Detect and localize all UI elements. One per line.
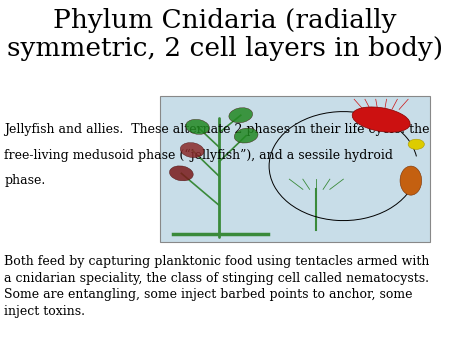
Text: phase.: phase. — [4, 174, 46, 187]
Ellipse shape — [400, 166, 422, 195]
Ellipse shape — [234, 128, 258, 143]
Ellipse shape — [229, 108, 252, 123]
Ellipse shape — [408, 139, 424, 149]
Ellipse shape — [180, 143, 204, 158]
Ellipse shape — [170, 166, 193, 181]
Ellipse shape — [186, 119, 209, 135]
Text: Both feed by capturing planktonic food using tentacles armed with
a cnidarian sp: Both feed by capturing planktonic food u… — [4, 255, 430, 318]
Text: Jellyfish and allies.  These alternate 2 phases in their life cycle: the: Jellyfish and allies. These alternate 2 … — [4, 123, 430, 136]
Text: free-living medusoid phase (“jellyfish”), and a sessile hydroid: free-living medusoid phase (“jellyfish”)… — [4, 149, 393, 162]
Ellipse shape — [352, 107, 410, 132]
Text: Phylum Cnidaria (radially
symmetric, 2 cell layers in body): Phylum Cnidaria (radially symmetric, 2 c… — [7, 8, 443, 62]
Bar — [160, 96, 430, 242]
